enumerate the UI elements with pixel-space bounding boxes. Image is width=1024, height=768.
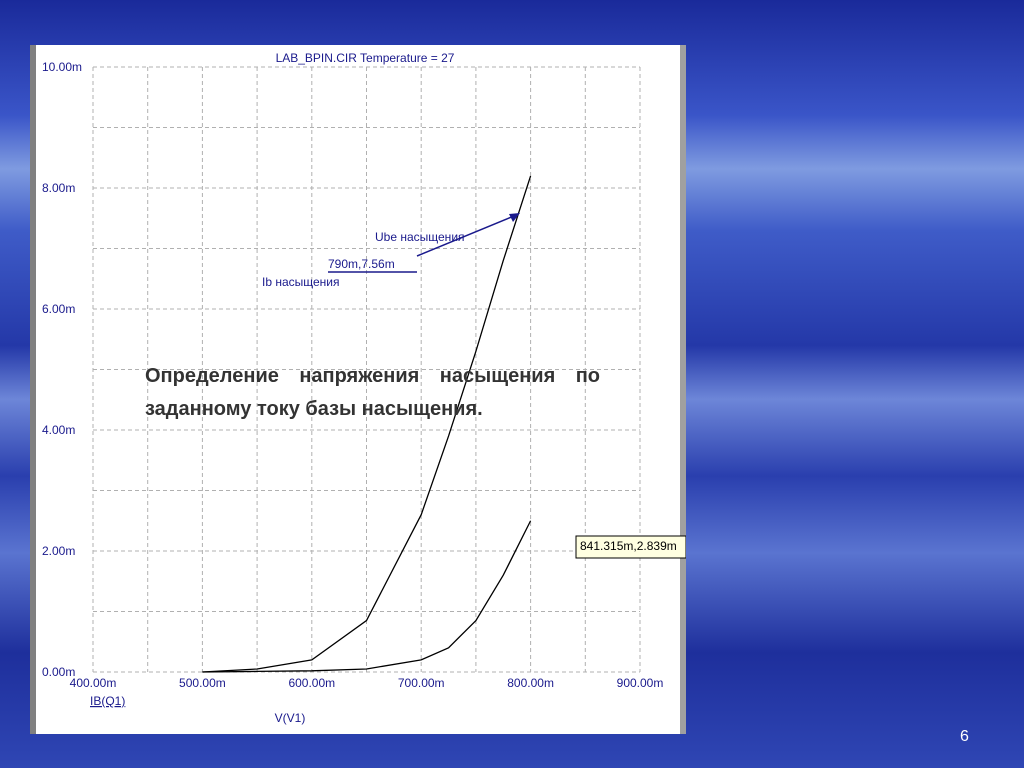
y-tick-label: 6.00m — [42, 302, 75, 316]
x-tick-label: 700.00m — [398, 676, 445, 690]
annotation-arrow — [416, 215, 515, 257]
annotation: Ube насыщения — [375, 230, 465, 244]
chart-title: LAB_BPIN.CIR Temperature = 27 — [276, 51, 455, 65]
y-tick-label: 0.00m — [42, 665, 75, 679]
x-axis-label: V(V1) — [275, 711, 306, 725]
x-tick-label: 600.00m — [288, 676, 335, 690]
chart-window: LAB_BPIN.CIR Temperature = 27 V(V1) IB(Q… — [30, 45, 686, 734]
window-border — [30, 45, 36, 734]
annotation: 841.315m,2.839m — [580, 539, 677, 553]
data-line — [202, 520, 532, 673]
x-tick-label: 800.00m — [507, 676, 554, 690]
annotation: Ib насыщения — [262, 275, 340, 289]
y-tick-label: 10.00m — [42, 60, 82, 74]
slide-text: Определение напряжения насыщения по зада… — [145, 365, 600, 420]
y-tick-label: 4.00m — [42, 423, 75, 437]
tooltip-box — [575, 535, 686, 559]
x-tick-label: 500.00m — [179, 676, 226, 690]
x-tick-label: 900.00m — [617, 676, 664, 690]
y-tick-label: 8.00m — [42, 181, 75, 195]
annotation: 790m,7.56m — [328, 257, 395, 271]
window-border — [680, 45, 686, 734]
y-axis-label: IB(Q1) — [90, 694, 125, 708]
annotation-arrowhead — [509, 213, 520, 222]
page-number: 6 — [960, 728, 969, 745]
x-tick-label: 400.00m — [70, 676, 117, 690]
window-bg — [30, 45, 686, 734]
data-line — [202, 175, 532, 673]
y-tick-label: 2.00m — [42, 544, 75, 558]
